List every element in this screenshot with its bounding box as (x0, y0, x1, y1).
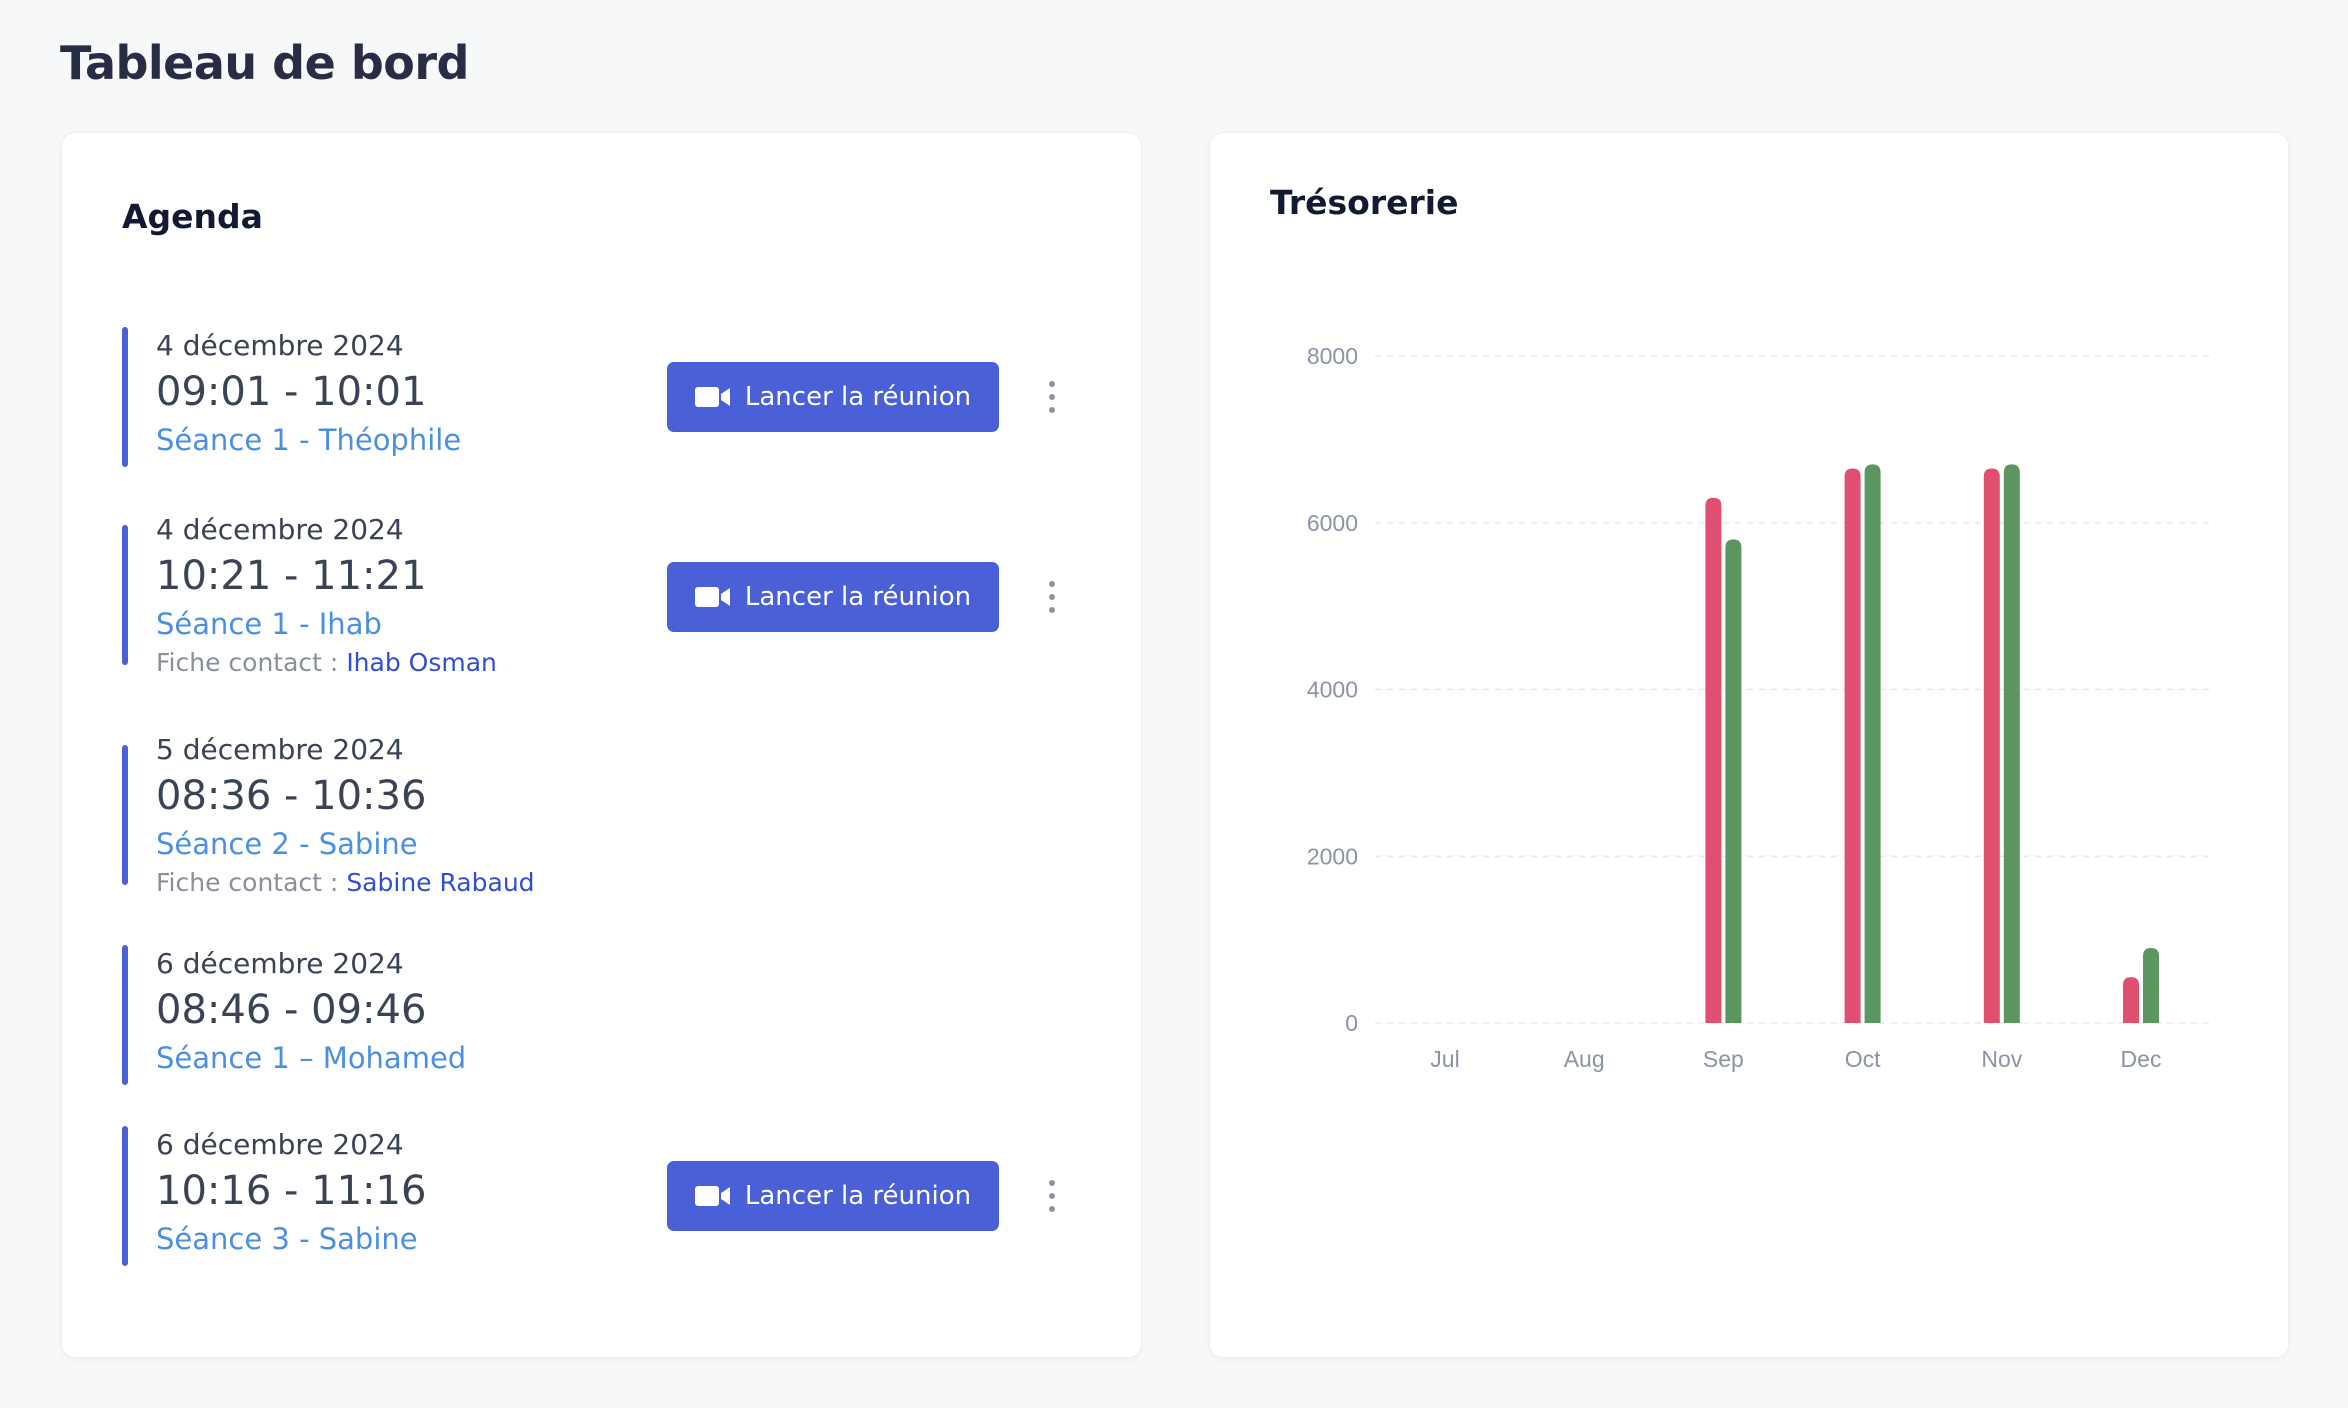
x-tick-label: Dec (2121, 1046, 2162, 1072)
bar-dec-series-2[interactable] (2143, 947, 2159, 1023)
agenda-card: Agenda 4 décembre 2024 09:01 - 10:01 Séa… (61, 132, 1142, 1358)
agenda-event: 4 décembre 2024 10:21 - 11:21 Séance 1 -… (122, 513, 1082, 677)
event-session-link[interactable]: Séance 1 – Mohamed (156, 1041, 467, 1075)
y-tick-label: 8000 (1307, 343, 1358, 369)
y-tick-label: 0 (1345, 1010, 1358, 1036)
event-contact: Fiche contact : Ihab Osman (156, 646, 497, 680)
bar-sep-series-1[interactable] (1705, 497, 1722, 1023)
bar-dec-series-1[interactable] (2123, 977, 2139, 1023)
event-date: 4 décembre 2024 (156, 329, 404, 362)
event-date: 4 décembre 2024 (156, 513, 404, 546)
contact-link[interactable]: Sabine Rabaud (346, 868, 535, 897)
more-vertical-icon[interactable] (1042, 377, 1062, 417)
page-title: Tableau de bord (60, 36, 469, 90)
agenda-title: Agenda (122, 197, 263, 236)
launch-meeting-button[interactable]: Lancer la réunion (667, 562, 999, 632)
launch-meeting-label: Lancer la réunion (744, 1181, 972, 1211)
more-vertical-icon[interactable] (1042, 1176, 1062, 1216)
video-camera-icon (694, 587, 730, 607)
event-date: 6 décembre 2024 (156, 947, 404, 980)
event-time: 08:36 - 10:36 (156, 773, 427, 819)
launch-meeting-label: Lancer la réunion (744, 382, 972, 412)
agenda-event: 4 décembre 2024 09:01 - 10:01 Séance 1 -… (122, 327, 1082, 467)
contact-link[interactable]: Ihab Osman (346, 648, 497, 677)
bar-oct-series-2[interactable] (1864, 464, 1881, 1023)
agenda-event: 6 décembre 2024 08:46 - 09:46 Séance 1 –… (122, 945, 1082, 1085)
x-tick-label: Jul (1430, 1046, 1459, 1072)
x-tick-label: Sep (1703, 1046, 1744, 1072)
event-accent-bar (122, 525, 128, 665)
contact-prefix: Fiche contact : (156, 868, 339, 897)
bar-sep-series-2[interactable] (1725, 539, 1742, 1023)
agenda-event: 6 décembre 2024 10:16 - 11:16 Séance 3 -… (122, 1126, 1082, 1266)
x-tick-label: Oct (1845, 1046, 1881, 1072)
event-time: 10:21 - 11:21 (156, 553, 427, 599)
video-camera-icon (694, 1186, 730, 1206)
event-accent-bar (122, 1126, 128, 1266)
x-tick-label: Aug (1564, 1046, 1605, 1072)
event-accent-bar (122, 945, 128, 1085)
event-accent-bar (122, 327, 128, 467)
more-vertical-icon[interactable] (1042, 577, 1062, 617)
event-date: 6 décembre 2024 (156, 1128, 404, 1161)
event-session-link[interactable]: Séance 2 - Sabine (156, 827, 418, 861)
launch-meeting-label: Lancer la réunion (744, 582, 972, 612)
agenda-event: 5 décembre 2024 08:36 - 10:36 Séance 2 -… (122, 733, 1082, 897)
event-session-link[interactable]: Séance 1 - Théophile (156, 423, 462, 457)
bar-oct-series-1[interactable] (1844, 468, 1861, 1023)
bar-nov-series-1[interactable] (1983, 468, 2000, 1023)
x-tick-label: Nov (1981, 1046, 2022, 1072)
event-accent-bar (122, 745, 128, 885)
event-time: 09:01 - 10:01 (156, 369, 427, 415)
y-tick-label: 4000 (1307, 677, 1358, 703)
treasury-chart: 0 2000 4000 6000 8000 Jul Aug Sep Oct Nov Dec (1307, 343, 2210, 1072)
event-time: 08:46 - 09:46 (156, 987, 427, 1033)
event-time: 10:16 - 11:16 (156, 1168, 427, 1214)
event-session-link[interactable]: Séance 3 - Sabine (156, 1222, 418, 1256)
event-session-link[interactable]: Séance 1 - Ihab (156, 607, 382, 641)
treasury-card: Trésorerie 0 2000 4000 6000 8000 Jul Aug Sep Oct… (1209, 132, 2289, 1358)
y-tick-label: 2000 (1307, 843, 1358, 869)
contact-prefix: Fiche contact : (156, 648, 339, 677)
event-date: 5 décembre 2024 (156, 733, 404, 766)
launch-meeting-button[interactable]: Lancer la réunion (667, 1161, 999, 1231)
y-tick-label: 6000 (1307, 510, 1358, 536)
launch-meeting-button[interactable]: Lancer la réunion (667, 362, 999, 432)
treasury-title: Trésorerie (1270, 183, 1459, 222)
bar-nov-series-2[interactable] (2003, 464, 2020, 1023)
event-contact: Fiche contact : Sabine Rabaud (156, 866, 535, 900)
video-camera-icon (694, 387, 730, 407)
